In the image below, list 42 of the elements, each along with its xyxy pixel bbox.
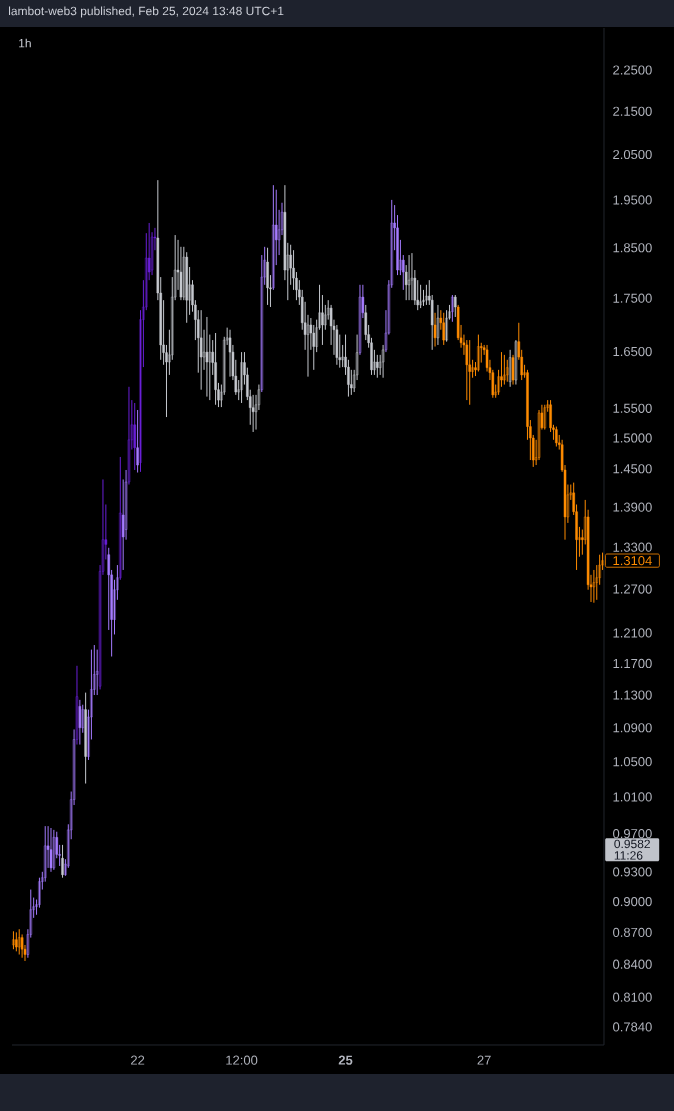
candlestick [15,931,18,952]
y-tick-label: 1.3300 [613,542,652,552]
y-tick-label: 1.9500 [613,195,652,205]
candlestick [425,284,428,306]
x-tick-label: 12:00 [226,1055,258,1065]
y-tick-label: 1.5000 [613,433,652,443]
candlestick [503,354,506,386]
y-tick-label: 1.2700 [613,584,652,594]
y-tick-label: 1.3900 [613,502,652,512]
text: 1.3104 [613,556,652,566]
x-tick-label: 27 [477,1055,491,1065]
text: 0.9582 [614,839,650,849]
y-tick-label: 2.0500 [613,149,652,160]
y-tick-label: 0.9000 [613,896,652,907]
candlestick [419,284,422,309]
y-tick-label: 1.8500 [613,243,652,253]
x-tick-label: 25 [338,1055,353,1065]
y-tick-label: 1.5500 [613,403,652,413]
x-tick-label: 22 [131,1055,145,1065]
candlestick [12,930,15,950]
y-tick-label: 0.9300 [613,867,652,877]
y-tick-label: 1.1700 [613,658,652,669]
candlestick [592,569,596,604]
y-tick-label: 1.0100 [613,792,652,802]
y-tick-label: 1.0900 [613,723,652,733]
text: 11:26 [614,851,643,860]
y-tick-label: 1.0500 [613,757,652,767]
y-tick-label: 1.4500 [613,464,652,474]
y-tick-label: 0.8400 [613,959,652,969]
candlestick [376,354,379,379]
y-tick-label: 2.1500 [613,106,652,116]
text: 1h [19,38,31,48]
y-tick-label: 0.8700 [613,927,652,937]
text: lambot-web3 published, Feb 25, 2024 13:48 UTC+1 [9,6,284,18]
y-tick-label: 2.2500 [613,65,652,75]
y-tick-label: 1.7500 [613,293,652,303]
y-tick-label: 0.9700 [613,829,652,839]
y-tick-label: 1.2100 [613,628,652,638]
y-tick-label: 0.8100 [613,992,652,1002]
y-tick-label: 1.6500 [613,346,652,357]
y-tick-label: 0.7840 [613,1022,652,1032]
y-tick-label: 1.1300 [613,690,652,700]
